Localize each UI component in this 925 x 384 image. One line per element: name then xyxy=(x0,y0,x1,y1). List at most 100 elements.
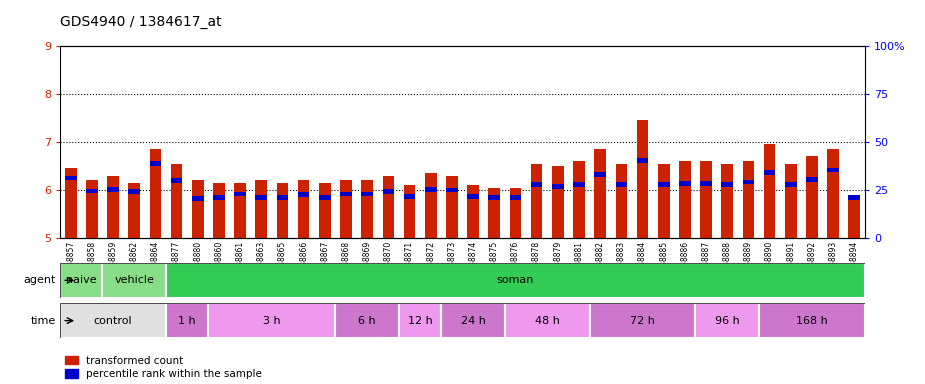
Text: time: time xyxy=(31,316,56,326)
Bar xyxy=(574,182,585,187)
Bar xyxy=(531,164,542,238)
Bar xyxy=(510,188,522,238)
Bar xyxy=(848,195,860,238)
Bar xyxy=(298,192,310,197)
Bar xyxy=(362,180,373,238)
Bar xyxy=(441,303,505,338)
Bar xyxy=(277,183,289,238)
Bar xyxy=(827,149,839,238)
Bar xyxy=(552,184,563,189)
Bar xyxy=(658,164,670,238)
Bar xyxy=(255,195,267,200)
Text: 12 h: 12 h xyxy=(408,316,433,326)
Bar xyxy=(425,187,437,192)
Bar xyxy=(60,303,166,338)
Text: 72 h: 72 h xyxy=(630,316,655,326)
Bar xyxy=(340,180,352,238)
Bar xyxy=(446,188,458,192)
Bar xyxy=(129,183,140,238)
Bar xyxy=(636,121,648,238)
Bar xyxy=(679,181,691,186)
Bar xyxy=(589,303,696,338)
Bar xyxy=(615,182,627,187)
Bar xyxy=(171,178,182,183)
Bar xyxy=(383,189,394,194)
Bar xyxy=(234,183,246,238)
Text: vehicle: vehicle xyxy=(115,275,154,285)
Bar xyxy=(166,303,208,338)
Bar xyxy=(319,183,330,238)
Bar xyxy=(679,161,691,238)
Bar xyxy=(505,303,589,338)
Bar xyxy=(192,196,204,201)
Bar xyxy=(336,303,399,338)
Bar xyxy=(403,185,415,238)
Bar xyxy=(446,176,458,238)
Text: 48 h: 48 h xyxy=(535,316,560,326)
Text: naive: naive xyxy=(66,275,96,285)
Bar xyxy=(764,144,775,238)
Bar xyxy=(107,176,119,238)
Bar xyxy=(700,161,712,238)
Bar xyxy=(150,149,161,238)
Bar xyxy=(806,177,818,182)
Bar xyxy=(848,195,860,200)
Bar xyxy=(510,195,522,200)
Text: 24 h: 24 h xyxy=(461,316,486,326)
Bar xyxy=(399,303,441,338)
Bar xyxy=(759,303,865,338)
Bar xyxy=(319,195,330,200)
Text: 96 h: 96 h xyxy=(715,316,740,326)
Bar xyxy=(103,263,166,298)
Bar xyxy=(192,180,204,238)
Bar xyxy=(574,161,585,238)
Bar xyxy=(615,164,627,238)
Bar xyxy=(213,195,225,200)
Bar xyxy=(696,303,759,338)
Bar xyxy=(595,172,606,177)
Bar xyxy=(65,176,77,180)
Bar xyxy=(764,170,775,175)
Bar xyxy=(467,194,479,199)
Bar xyxy=(362,192,373,196)
Bar xyxy=(60,263,103,298)
Text: control: control xyxy=(93,316,132,326)
Text: 1 h: 1 h xyxy=(179,316,196,326)
Bar xyxy=(636,158,648,163)
Bar xyxy=(86,180,98,238)
Bar xyxy=(425,173,437,238)
Bar xyxy=(531,182,542,187)
Bar xyxy=(107,187,119,192)
Bar xyxy=(595,149,606,238)
Text: GDS4940 / 1384617_at: GDS4940 / 1384617_at xyxy=(60,15,222,29)
Bar xyxy=(86,189,98,194)
Bar xyxy=(298,180,310,238)
Bar xyxy=(403,194,415,199)
Bar xyxy=(340,192,352,196)
Bar xyxy=(150,161,161,166)
Bar xyxy=(383,176,394,238)
Text: 168 h: 168 h xyxy=(796,316,828,326)
Bar xyxy=(722,182,733,187)
Bar xyxy=(722,164,733,238)
Bar xyxy=(488,195,500,200)
Bar xyxy=(552,166,563,238)
Bar xyxy=(171,164,182,238)
Bar xyxy=(827,167,839,172)
Bar xyxy=(467,185,479,238)
Bar xyxy=(213,183,225,238)
Bar xyxy=(208,303,336,338)
Bar xyxy=(65,169,77,238)
Bar xyxy=(785,164,796,238)
Text: 3 h: 3 h xyxy=(263,316,280,326)
Bar xyxy=(743,180,754,184)
Bar xyxy=(806,157,818,238)
Text: 6 h: 6 h xyxy=(358,316,376,326)
Bar xyxy=(255,180,267,238)
Bar xyxy=(234,192,246,196)
Bar xyxy=(785,182,796,187)
Bar xyxy=(658,182,670,187)
Text: agent: agent xyxy=(23,275,56,285)
Legend: transformed count, percentile rank within the sample: transformed count, percentile rank withi… xyxy=(66,356,262,379)
Bar xyxy=(166,263,865,298)
